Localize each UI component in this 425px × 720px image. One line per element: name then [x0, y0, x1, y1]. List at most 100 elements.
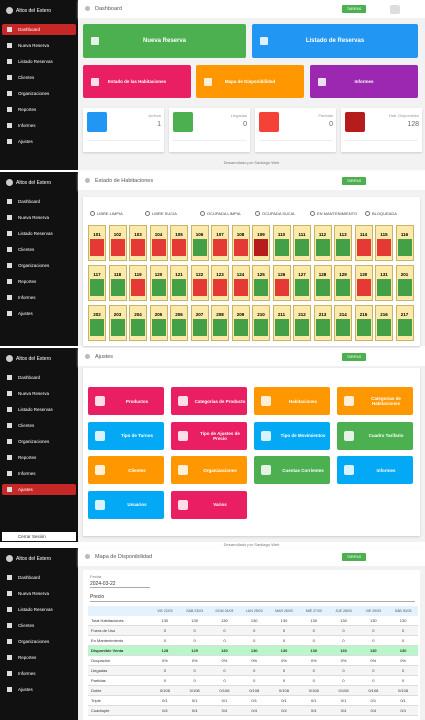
- table-cell: 0: [150, 666, 180, 676]
- room-status: [233, 319, 248, 336]
- menu-item[interactable]: Reportes: [18, 455, 37, 460]
- menu-item[interactable]: Ajustes: [18, 687, 33, 692]
- menu-item[interactable]: Dashboard: [2, 24, 76, 35]
- tile-icon: [178, 499, 188, 510]
- header-icon[interactable]: [390, 177, 400, 186]
- legend-radio[interactable]: [365, 211, 370, 216]
- menu-item[interactable]: Nueva Reserva: [18, 215, 50, 220]
- table-cell: 0: [358, 666, 389, 676]
- menu-item[interactable]: Nueva Reserva: [18, 391, 50, 396]
- header-icon[interactable]: [374, 177, 384, 186]
- header: [78, 548, 425, 566]
- rates-button[interactable]: TARIFAS: [342, 177, 366, 185]
- header-icon[interactable]: [406, 553, 416, 562]
- legend-radio[interactable]: [90, 211, 95, 216]
- action-button[interactable]: Nueva Reserva: [83, 24, 246, 58]
- menu-item[interactable]: Reportes: [18, 279, 37, 284]
- menu-item[interactable]: Dashboard: [18, 375, 41, 380]
- menu-item[interactable]: Informes: [18, 671, 36, 676]
- column-header: MAR 26/03: [269, 606, 299, 616]
- table-cell: 0: [358, 626, 389, 636]
- logout[interactable]: Cerrar Sesión: [2, 532, 76, 541]
- menu-item[interactable]: Organizaciones: [18, 439, 50, 444]
- table-cell: 130: [269, 616, 299, 626]
- menu-item[interactable]: Dashboard: [18, 199, 41, 204]
- tile-icon: [178, 396, 188, 406]
- header-icon[interactable]: [374, 5, 384, 14]
- header-icon[interactable]: [406, 353, 416, 362]
- menu-item[interactable]: Informes: [18, 123, 36, 128]
- tile-icon: [344, 465, 354, 475]
- room-number: 118: [113, 272, 122, 277]
- menu-item[interactable]: Informes: [18, 295, 36, 300]
- menu-item[interactable]: Organizaciones: [18, 91, 50, 96]
- room-number: 121: [175, 272, 183, 277]
- room-number: 216: [380, 312, 388, 317]
- room-status: [213, 239, 227, 256]
- menu-item[interactable]: Informes: [18, 471, 36, 476]
- menu-toggle[interactable]: [85, 554, 90, 559]
- menu-item[interactable]: Clientes: [18, 423, 35, 428]
- room-number: 204: [134, 312, 142, 317]
- table-cell: 0/4: [150, 706, 180, 716]
- menu-item[interactable]: Dashboard: [18, 575, 41, 580]
- settings-tile[interactable]: Categorías de Producto: [171, 387, 247, 415]
- room-status: [356, 319, 371, 336]
- stat-divider: [173, 140, 246, 141]
- menu-item[interactable]: Listado Reservas: [18, 231, 53, 236]
- legend-radio[interactable]: [145, 211, 150, 216]
- rates-button[interactable]: TARIFAS: [342, 353, 366, 361]
- menu-item[interactable]: Ajustes: [2, 484, 76, 495]
- table-cell: 0: [150, 626, 180, 636]
- header-icon[interactable]: [390, 5, 400, 14]
- row-label: Doble: [88, 686, 150, 696]
- action-button[interactable]: Listado de Reservas: [252, 24, 418, 58]
- menu-item[interactable]: Listado Reservas: [18, 59, 53, 64]
- header-icon[interactable]: [406, 177, 416, 186]
- action-button[interactable]: Informes: [310, 65, 418, 98]
- legend-radio[interactable]: [200, 211, 205, 216]
- header-icon[interactable]: [390, 353, 400, 362]
- menu-item[interactable]: Clientes: [18, 247, 35, 252]
- menu-item[interactable]: Organizaciones: [18, 263, 50, 268]
- menu-item[interactable]: Nueva Reserva: [18, 43, 50, 48]
- table-cell: 130: [358, 616, 389, 626]
- action-button[interactable]: Estado de las Habitaciones: [83, 65, 191, 98]
- rates-button[interactable]: TARIFAS: [342, 5, 366, 13]
- header-icon[interactable]: [390, 553, 400, 562]
- menu-toggle[interactable]: [85, 354, 90, 359]
- action-button[interactable]: Mapa de Disponibilidad: [196, 65, 304, 98]
- stat-icon: [173, 112, 193, 132]
- header-icon[interactable]: [406, 5, 416, 14]
- settings-tile[interactable]: Organizaciones: [171, 456, 247, 484]
- menu-item[interactable]: Clientes: [18, 623, 35, 628]
- menu-icon: [7, 687, 12, 692]
- menu-item[interactable]: Reportes: [18, 107, 37, 112]
- menu-item[interactable]: Ajustes: [18, 139, 33, 144]
- header-icon[interactable]: [374, 353, 384, 362]
- rates-button[interactable]: TARIFAS: [342, 553, 366, 561]
- menu-item[interactable]: Ajustes: [18, 311, 33, 316]
- menu-icon: [7, 639, 12, 644]
- legend-label: LIBRE SUCIA: [152, 211, 177, 216]
- price-select[interactable]: Precio: [90, 593, 415, 602]
- table-cell: 0/108: [209, 686, 240, 696]
- menu-item[interactable]: Organizaciones: [18, 639, 50, 644]
- room-number: 109: [257, 232, 265, 237]
- menu-toggle[interactable]: [85, 178, 90, 183]
- menu-item[interactable]: Listado Reservas: [18, 407, 53, 412]
- menu-item[interactable]: Clientes: [18, 75, 35, 80]
- menu-toggle[interactable]: [85, 6, 90, 11]
- room-status: [151, 279, 166, 296]
- menu-item[interactable]: Reportes: [18, 655, 37, 660]
- room-number: 203: [113, 312, 122, 317]
- table-cell: 0: [328, 626, 359, 636]
- legend-radio[interactable]: [255, 211, 260, 216]
- menu-icon: [7, 295, 12, 300]
- menu-item[interactable]: Listado Reservas: [18, 607, 53, 612]
- legend-radio[interactable]: [310, 211, 315, 216]
- header-icon[interactable]: [374, 553, 384, 562]
- table-cell: 0: [150, 676, 180, 686]
- tile-icon: [261, 396, 271, 406]
- menu-item[interactable]: Nueva Reserva: [18, 591, 50, 596]
